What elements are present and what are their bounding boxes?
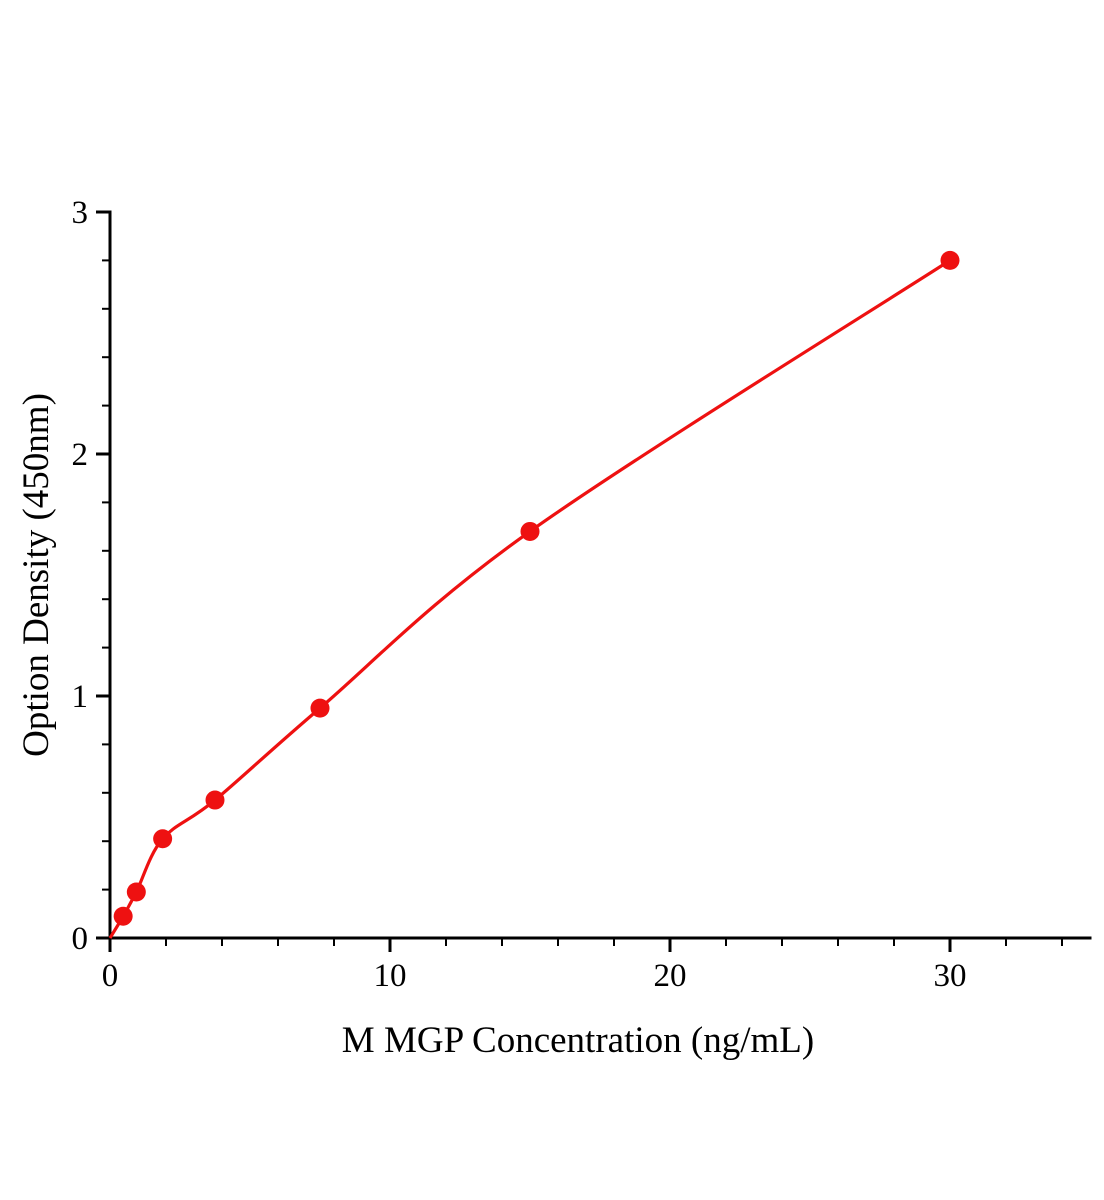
y-tick-label: 0 [72,921,89,957]
x-axis-title: M MGP Concentration (ng/mL) [342,1020,814,1061]
x-tick-label: 30 [934,958,967,994]
x-tick-label: 10 [374,958,407,994]
y-tick-label: 3 [72,195,89,231]
axis-lines [108,210,1092,940]
data-point-marker [940,250,960,270]
data-point-marker [113,906,133,926]
data-point-marker [310,698,330,718]
x-tick-label: 20 [654,958,687,994]
series-layer [108,250,960,939]
fit-curve [108,259,951,939]
y-axis-title: Option Density (450nm) [16,393,57,757]
x-tick-label: 0 [102,958,119,994]
y-tick-label: 1 [72,679,89,715]
axes-layer: 0 10 20 30 0 1 2 3 [72,195,1092,994]
data-point-marker [205,790,225,810]
data-point-marker [520,521,540,541]
data-point-marker [126,882,146,902]
data-point-marker [153,829,173,849]
y-tick-label: 2 [72,437,89,473]
